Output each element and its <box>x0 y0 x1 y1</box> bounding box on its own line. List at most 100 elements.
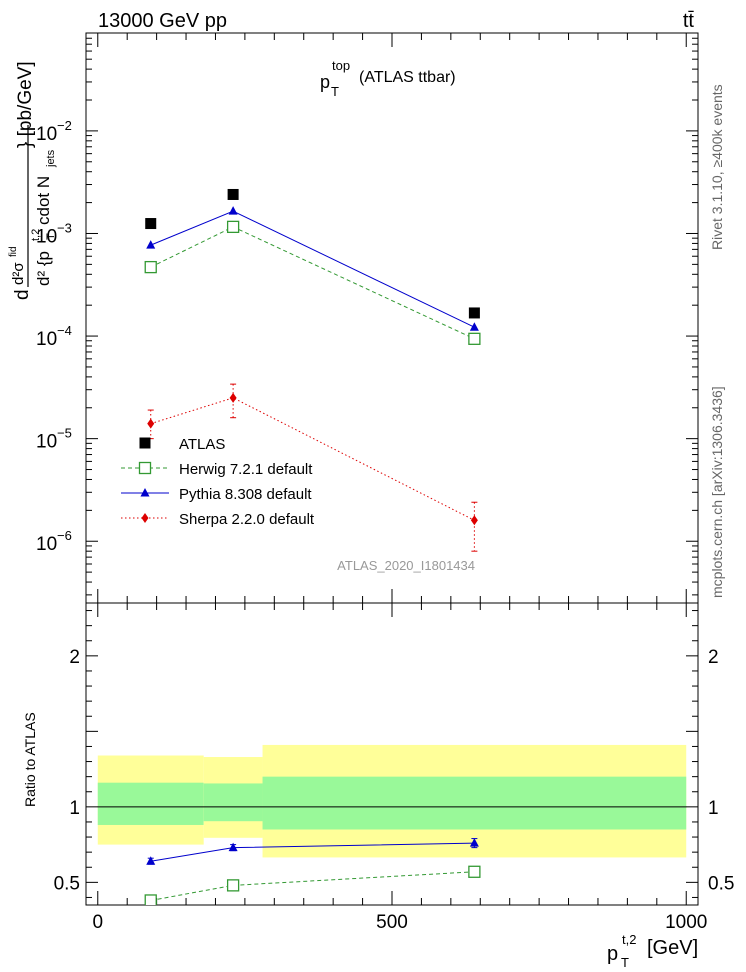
main-y-tick-base: 10 <box>36 329 57 350</box>
main-pythia <box>146 206 479 331</box>
legend-entry-atlas: ATLAS <box>139 436 225 453</box>
main-point-sherpa <box>147 418 155 429</box>
svg-text:top: top <box>332 58 350 73</box>
main-y-tick-exp: −4 <box>57 323 72 338</box>
svg-text:cdot N: cdot N <box>34 176 53 225</box>
main-point-pythia <box>469 322 479 331</box>
svg-text:p: p <box>320 72 330 92</box>
main-line-herwig <box>150 226 475 340</box>
main-point-herwig <box>226 220 240 234</box>
band-inner-1 <box>203 783 263 822</box>
main-y-tick-base: 10 <box>36 124 57 145</box>
ratio-y-tick-label-right: 1 <box>708 798 719 819</box>
main-point-sherpa <box>470 515 478 526</box>
svg-text:T: T <box>331 84 339 99</box>
main-sherpa <box>147 383 478 552</box>
ratio-y-tick-label-right: 2 <box>708 647 719 668</box>
ratio-uncertainty-bands <box>97 744 687 858</box>
legend-entry-herwig: Herwig 7.2.1 default <box>121 461 313 478</box>
main-point-herwig <box>468 332 481 345</box>
svg-text:} [pb/GeV]: } [pb/GeV] <box>15 61 36 148</box>
ratio-series <box>144 838 481 905</box>
rivet-label: Rivet 3.1.10, ≥400k events <box>709 84 725 250</box>
legend-entry-sherpa: Sherpa 2.2.0 default <box>121 511 315 528</box>
ratio-y-tick-label-right: 0.5 <box>708 873 734 894</box>
x-tick-label: 500 <box>376 912 408 933</box>
ratio-line-herwig <box>150 871 475 901</box>
title-main: p <box>320 72 330 92</box>
title-sub: T <box>331 84 339 99</box>
legend-entry-pythia: Pythia 8.308 default <box>121 486 312 503</box>
main-point-atlas <box>145 218 157 230</box>
ratio-point-pythia <box>469 838 479 847</box>
main-atlas <box>145 188 480 319</box>
svg-text:T: T <box>45 233 57 240</box>
main-point-sherpa <box>229 392 237 403</box>
legend-marker-pythia <box>140 488 150 497</box>
svg-text:jets: jets <box>45 149 57 168</box>
main-series <box>144 188 481 552</box>
main-y-tick-exp: −3 <box>57 220 72 235</box>
main-y-tick-label: 10 −2 <box>36 118 72 145</box>
legend-label-sherpa: Sherpa 2.2.0 default <box>179 511 315 528</box>
main-y-tick-exp: −6 <box>57 528 72 543</box>
ratio-point-pythia <box>146 856 156 865</box>
svg-text:t,2: t,2 <box>622 932 636 947</box>
svg-text:t,2: t,2 <box>30 229 42 241</box>
mcplots-label: mcplots.cern.ch [arXiv:1306.3436] <box>709 386 725 598</box>
analysis-watermark: ATLAS_2020_I1801434 <box>337 558 475 573</box>
svg-text:(ATLAS ttbar): (ATLAS ttbar) <box>359 69 456 86</box>
x-axis-label: p t,2 T [GeV] <box>607 932 698 970</box>
main-point-atlas <box>227 188 239 200</box>
band-inner-2 <box>262 776 687 830</box>
x-tick-label: 1000 <box>665 912 707 933</box>
y-axis-label-main: d d²σ fid d² {p t,2 T cdot N jets } [pb/… <box>8 61 57 300</box>
main-point-pythia <box>228 206 238 215</box>
main-y-tick-label: 10 −6 <box>36 528 72 555</box>
svg-text:[GeV]: [GeV] <box>647 937 698 959</box>
title-sup: top <box>332 58 350 73</box>
ratio-point-herwig <box>226 879 240 892</box>
main-line-pythia <box>150 210 475 328</box>
ratio-y-tick-label: 1 <box>69 798 80 819</box>
svg-text:d: d <box>12 289 33 300</box>
ratio-y-ticks: 0.5 0.5 1 1 2 2 <box>54 610 734 898</box>
ratio-y-tick-label: 2 <box>69 647 80 668</box>
legend-marker-sherpa <box>141 513 149 523</box>
legend-marker-atlas <box>139 437 151 449</box>
main-line-sherpa <box>150 397 475 521</box>
chart-title: p top T (ATLAS ttbar) <box>320 58 456 99</box>
main-point-atlas <box>468 307 480 319</box>
legend: ATLAS Herwig 7.2.1 default Pythia 8.308 de… <box>121 436 315 528</box>
main-point-pythia <box>146 240 156 249</box>
band-inner-0 <box>97 782 204 825</box>
main-y-tick-label: 10 −4 <box>36 323 72 350</box>
svg-text:fid: fid <box>8 246 19 257</box>
main-y-tick-base: 10 <box>36 432 57 453</box>
title-rest: (ATLAS ttbar) <box>359 69 456 86</box>
main-herwig <box>144 220 481 345</box>
legend-label-herwig: Herwig 7.2.1 default <box>179 461 313 478</box>
svg-text:d² {p: d² {p <box>34 251 53 286</box>
main-y-tick-base: 10 <box>36 226 57 247</box>
x-tick-label: 0 <box>92 912 103 933</box>
svg-text:p: p <box>607 943 618 965</box>
svg-text:T: T <box>621 955 629 970</box>
main-point-herwig <box>144 260 157 274</box>
ratio-y-tick-label: 0.5 <box>54 873 80 894</box>
ratio-point-herwig <box>144 894 157 905</box>
main-y-tick-label: 10 −5 <box>36 426 72 453</box>
main-y-tick-label: 10 −3 <box>36 220 72 247</box>
ratio-point-pythia <box>228 842 238 852</box>
legend-label-atlas: ATLAS <box>179 436 225 453</box>
main-y-ticks: 10−610−510−410−310−2 <box>36 32 698 596</box>
legend-marker-herwig <box>138 461 152 475</box>
main-y-tick-exp: −2 <box>57 118 72 133</box>
legend-label-pythia: Pythia 8.308 default <box>179 486 312 503</box>
y-axis-label-ratio: Ratio to ATLAS <box>22 712 38 807</box>
svg-text:d²σ: d²σ <box>10 262 27 285</box>
main-y-tick-base: 10 <box>36 534 57 555</box>
main-y-tick-exp: −5 <box>57 426 72 441</box>
ratio-point-herwig <box>468 865 481 878</box>
